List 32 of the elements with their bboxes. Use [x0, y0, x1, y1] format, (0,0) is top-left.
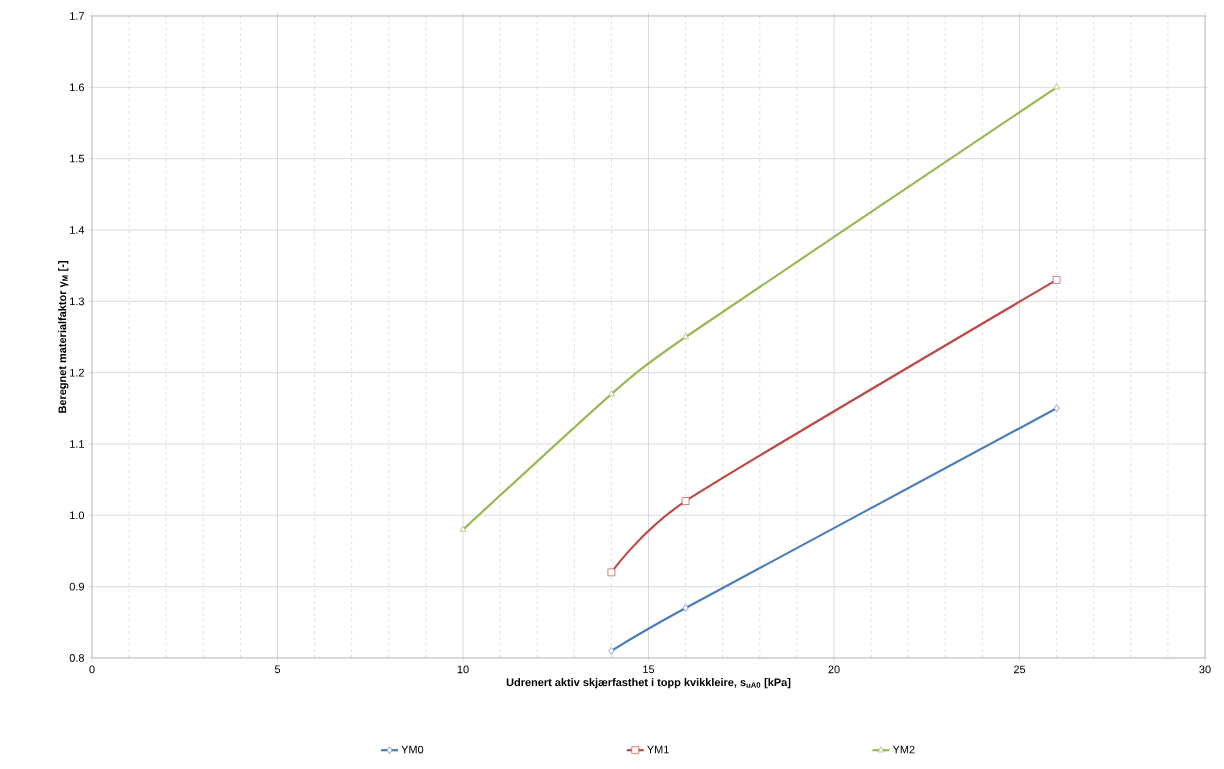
point	[1052, 276, 1061, 284]
point	[608, 390, 615, 397]
legend-label: ΥM1	[647, 745, 669, 754]
x-tick-label: 10	[457, 665, 469, 674]
x-axis-title: Udrenert aktiv skjærfasthet i topp kvikkleire, s$_{uA0}$ [kPa]	[506, 678, 791, 689]
point	[1053, 83, 1060, 90]
y-tick-label: 1.7	[70, 12, 84, 20]
x-tick-label: 15	[643, 665, 655, 674]
x-tick-label: 5	[274, 665, 281, 674]
y-tick-label: 0.8	[69, 654, 84, 662]
x-tick-label: 20	[828, 665, 840, 674]
point	[607, 568, 616, 577]
point	[459, 525, 467, 532]
point	[1053, 404, 1060, 413]
x-tick-label: 30	[1199, 665, 1211, 674]
point	[608, 647, 615, 655]
y-tick-label: 1.4	[70, 226, 85, 234]
point	[682, 333, 689, 340]
x-tick-label: 25	[1013, 665, 1026, 674]
y-tick-label: 1.6	[70, 83, 84, 92]
y-axis-title: Beregnet materialfaktor γ$_{M}$ [-]	[58, 261, 69, 413]
x-tick-label: 0	[89, 665, 95, 674]
point	[681, 497, 690, 505]
legend-label: ΥM0	[401, 745, 424, 754]
y-tick-label: 1.0	[70, 511, 85, 520]
y-tick-label: 1.1	[70, 440, 84, 448]
y-tick-label: 1.3	[70, 297, 84, 306]
y-tick-label: 1.2	[70, 368, 84, 377]
y-tick-label: 0.9	[69, 582, 84, 591]
point	[682, 604, 689, 612]
legend-label: ΥM2	[892, 745, 915, 754]
y-tick-label: 1.5	[70, 154, 85, 163]
